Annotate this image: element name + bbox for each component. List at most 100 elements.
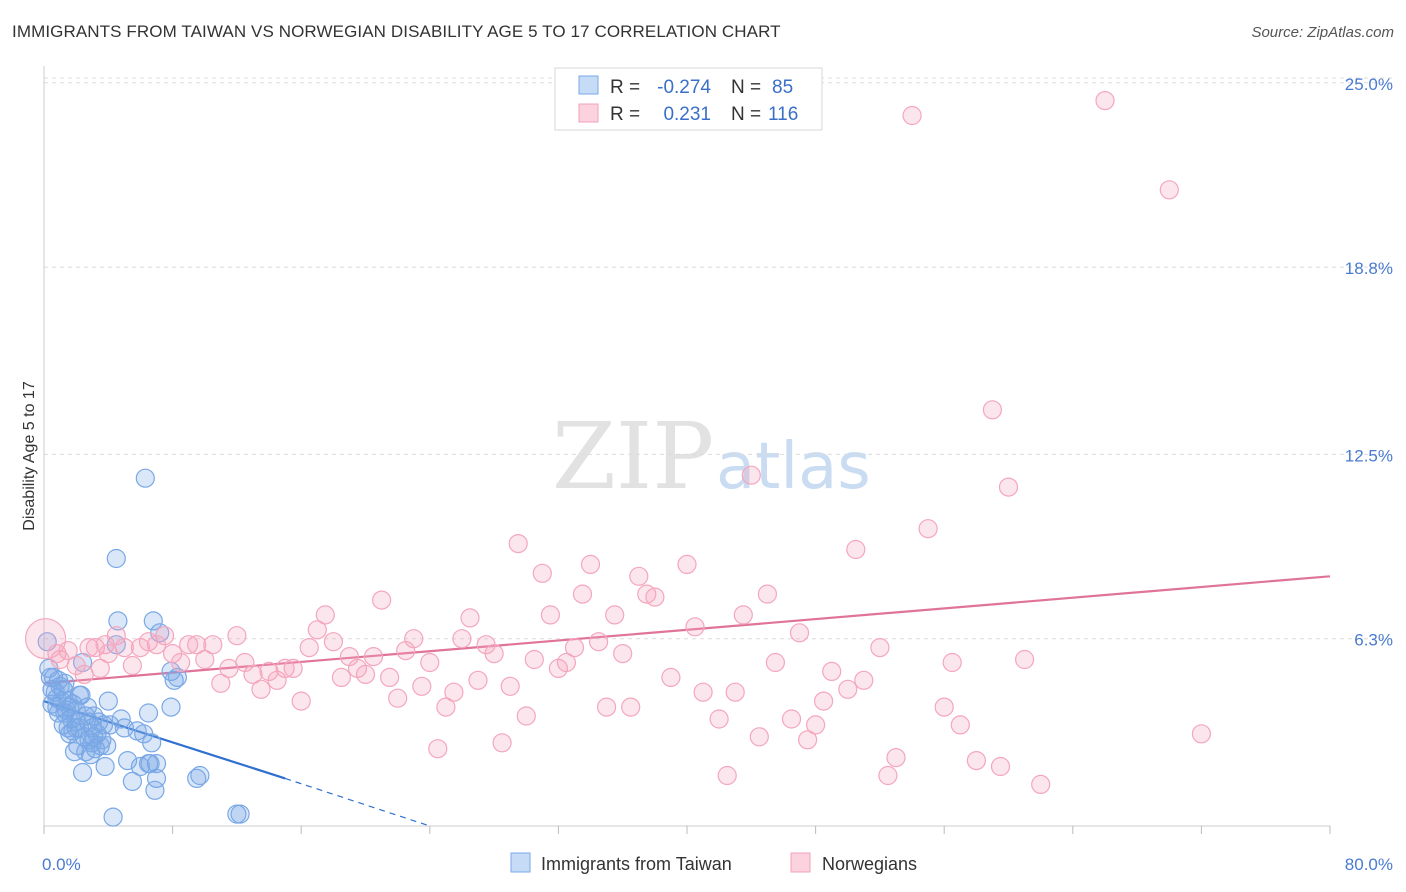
point-taiwan bbox=[146, 753, 167, 774]
point-taiwan bbox=[190, 765, 210, 786]
point-norwegians bbox=[492, 733, 512, 753]
point-norwegians bbox=[323, 632, 343, 652]
point-taiwan bbox=[97, 736, 117, 756]
point-norwegians bbox=[155, 626, 175, 646]
point-norwegians bbox=[532, 563, 552, 583]
x-tick-labels: 0.0% 80.0% bbox=[42, 855, 1393, 874]
data-points bbox=[24, 90, 1212, 827]
point-norwegians bbox=[741, 465, 761, 485]
point-norwegians bbox=[580, 554, 601, 575]
point-norwegians bbox=[878, 765, 898, 786]
point-norwegians bbox=[428, 739, 448, 759]
point-taiwan bbox=[100, 715, 120, 735]
point-norwegians bbox=[251, 679, 271, 699]
point-norwegians bbox=[789, 623, 810, 643]
point-norwegians bbox=[1095, 90, 1115, 111]
point-norwegians bbox=[452, 629, 472, 649]
point-norwegians bbox=[243, 664, 263, 685]
series-swatch-norwegians bbox=[790, 852, 811, 873]
point-norwegians bbox=[813, 691, 834, 711]
point-norwegians bbox=[934, 697, 954, 717]
point-norwegians bbox=[613, 643, 633, 664]
point-norwegians bbox=[468, 670, 488, 690]
point-taiwan bbox=[146, 768, 167, 789]
point-norwegians bbox=[805, 715, 826, 735]
point-norwegians bbox=[990, 756, 1011, 777]
point-norwegians bbox=[307, 620, 327, 640]
point-norwegians bbox=[211, 673, 231, 693]
point-norwegians bbox=[500, 676, 520, 696]
point-norwegians bbox=[404, 629, 424, 649]
point-norwegians bbox=[283, 658, 303, 679]
point-norwegians bbox=[645, 587, 665, 607]
point-norwegians bbox=[484, 643, 504, 664]
point-norwegians bbox=[765, 652, 786, 673]
point-norwegians bbox=[90, 658, 110, 679]
point-norwegians bbox=[846, 539, 866, 560]
point-norwegians bbox=[516, 706, 536, 726]
point-taiwan bbox=[135, 468, 155, 488]
point-norwegians bbox=[966, 750, 987, 771]
point-norwegians bbox=[179, 635, 199, 655]
watermark-atlas: atlas bbox=[716, 430, 871, 504]
point-norwegians bbox=[380, 667, 400, 688]
point-norwegians bbox=[24, 618, 67, 660]
point-taiwan bbox=[161, 697, 181, 717]
point-norwegians bbox=[797, 730, 818, 750]
point-norwegians bbox=[291, 691, 311, 711]
legend-n-label-1: N = bbox=[731, 77, 761, 98]
legend-swatch-taiwan bbox=[578, 75, 599, 95]
point-taiwan bbox=[64, 742, 85, 762]
point-norwegians bbox=[572, 584, 593, 604]
x-tick-label: 80.0% bbox=[1345, 855, 1393, 874]
point-norwegians bbox=[733, 605, 753, 625]
y-tick-label: 12.5% bbox=[1345, 446, 1393, 465]
point-taiwan bbox=[55, 703, 75, 723]
point-norwegians bbox=[420, 652, 440, 673]
point-norwegians bbox=[685, 617, 705, 637]
watermark-zip: ZIP bbox=[552, 403, 714, 510]
point-taiwan bbox=[138, 703, 159, 723]
point-norwegians bbox=[540, 605, 561, 625]
point-norwegians bbox=[47, 643, 67, 664]
point-taiwan bbox=[230, 804, 250, 824]
legend-swatch-norwegians bbox=[578, 103, 599, 123]
y-tick-label: 6.3% bbox=[1354, 631, 1393, 650]
point-norwegians bbox=[114, 637, 135, 658]
point-norwegians bbox=[171, 652, 191, 673]
point-norwegians bbox=[781, 709, 802, 729]
point-norwegians bbox=[331, 667, 351, 688]
point-norwegians bbox=[363, 646, 384, 667]
legend-r-value-2: 0.231 bbox=[663, 104, 711, 125]
point-taiwan bbox=[143, 611, 163, 631]
point-taiwan bbox=[98, 691, 118, 711]
point-norwegians bbox=[902, 105, 922, 126]
source-credit: Source: ZipAtlas.com bbox=[1251, 24, 1394, 41]
series-swatch-taiwan bbox=[510, 852, 531, 873]
trend-lines bbox=[43, 575, 1331, 827]
point-norwegians bbox=[299, 637, 319, 658]
point-taiwan bbox=[122, 771, 142, 792]
point-taiwan bbox=[60, 724, 80, 744]
point-norwegians bbox=[838, 679, 858, 699]
series-label-norwegians: Norwegians bbox=[822, 854, 917, 874]
y-tick-labels: 6.3% 12.5% 18.8% 25.0% bbox=[1345, 75, 1393, 650]
point-norwegians bbox=[524, 649, 544, 670]
point-norwegians bbox=[1031, 774, 1051, 795]
point-taiwan bbox=[95, 756, 115, 777]
point-taiwan bbox=[48, 670, 69, 690]
point-taiwan bbox=[69, 685, 90, 705]
grid-lines bbox=[44, 77, 1392, 640]
legend-r-label-2: R = bbox=[610, 104, 640, 125]
point-norwegians bbox=[942, 652, 962, 673]
y-tick-label: 25.0% bbox=[1345, 75, 1393, 94]
point-taiwan bbox=[103, 807, 123, 827]
point-norwegians bbox=[1191, 724, 1212, 744]
point-norwegians bbox=[564, 637, 585, 658]
point-norwegians bbox=[58, 640, 78, 661]
point-taiwan bbox=[108, 611, 128, 631]
point-norwegians bbox=[508, 533, 528, 554]
point-norwegians bbox=[918, 519, 938, 539]
legend-box bbox=[554, 67, 823, 131]
